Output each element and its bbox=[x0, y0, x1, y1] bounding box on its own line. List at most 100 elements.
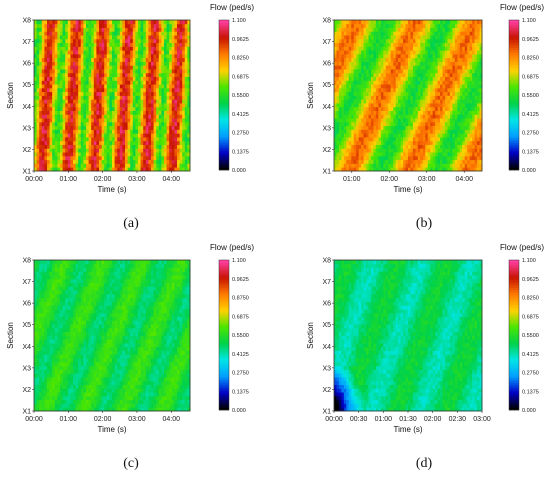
heatmap-cell bbox=[88, 50, 92, 55]
heatmap-cell bbox=[383, 129, 387, 134]
heatmap-cell bbox=[67, 99, 71, 104]
heatmap-cell bbox=[148, 159, 152, 164]
heatmap-cell bbox=[99, 20, 102, 25]
colorbar-swatch bbox=[219, 82, 229, 86]
heatmap-cell bbox=[143, 155, 147, 161]
heatmap-cell bbox=[143, 114, 147, 119]
heatmap-cell bbox=[106, 106, 110, 111]
heatmap-cell bbox=[60, 23, 63, 28]
heatmap-cell bbox=[93, 61, 97, 66]
heatmap-cell bbox=[385, 110, 389, 115]
heatmap-cell bbox=[106, 114, 110, 119]
heatmap-cell bbox=[358, 42, 362, 47]
heatmap-cell bbox=[469, 148, 473, 153]
heatmap-cell bbox=[351, 42, 355, 47]
heatmap-cell bbox=[373, 121, 377, 127]
heatmap-cell bbox=[65, 129, 69, 134]
colorbar-swatch bbox=[509, 87, 519, 91]
heatmap-cell bbox=[457, 152, 461, 157]
heatmap-cell bbox=[151, 133, 154, 138]
heatmap-cell bbox=[385, 118, 389, 123]
heatmap-cell bbox=[47, 95, 50, 100]
heatmap-cell bbox=[39, 91, 43, 96]
heatmap-cell bbox=[174, 133, 178, 138]
heatmap-cell bbox=[435, 27, 438, 32]
heatmap-cell bbox=[135, 167, 139, 172]
heatmap-cell bbox=[346, 84, 350, 89]
heatmap-cell bbox=[432, 80, 436, 85]
heatmap-cell bbox=[62, 110, 66, 115]
heatmap-cell bbox=[420, 46, 424, 51]
heatmap-cell bbox=[348, 87, 352, 93]
heatmap-cell bbox=[164, 20, 167, 25]
heatmap-cell bbox=[60, 99, 63, 104]
heatmap-cell bbox=[166, 118, 170, 123]
heatmap-cell bbox=[143, 137, 147, 142]
heatmap-cell bbox=[452, 167, 456, 172]
heatmap-cell bbox=[153, 46, 157, 51]
heatmap-cell bbox=[427, 46, 431, 51]
heatmap-cell bbox=[47, 57, 50, 62]
heatmap-cell bbox=[477, 144, 480, 149]
heatmap-cell bbox=[44, 103, 48, 108]
heatmap-cell bbox=[41, 114, 45, 119]
heatmap-cell bbox=[75, 144, 79, 149]
heatmap-cell bbox=[341, 106, 345, 111]
heatmap-cell bbox=[467, 159, 471, 164]
heatmap-cell bbox=[112, 27, 115, 32]
heatmap-cell bbox=[151, 144, 154, 149]
heatmap-cell bbox=[148, 23, 152, 28]
heatmap-cell bbox=[36, 103, 40, 108]
heatmap-cell bbox=[361, 50, 364, 55]
heatmap-cell bbox=[164, 163, 167, 168]
heatmap-cell bbox=[390, 159, 394, 164]
heatmap-cell bbox=[462, 163, 466, 168]
heatmap-cell bbox=[83, 53, 87, 59]
heatmap-cell bbox=[341, 72, 345, 78]
heatmap-cell bbox=[368, 61, 372, 66]
heatmap-cell bbox=[351, 84, 355, 89]
y-axis-label: Section bbox=[6, 82, 15, 109]
heatmap-cell bbox=[153, 118, 157, 123]
heatmap-cell bbox=[54, 27, 58, 32]
heatmap-cell bbox=[88, 99, 92, 104]
heatmap-cell bbox=[52, 61, 56, 66]
heatmap-cell bbox=[125, 65, 128, 70]
heatmap-cell bbox=[117, 103, 121, 108]
heatmap-cell bbox=[158, 99, 162, 104]
heatmap-cell bbox=[41, 95, 45, 100]
heatmap-cell bbox=[412, 91, 416, 96]
heatmap-cell bbox=[445, 106, 448, 111]
heatmap-cell bbox=[346, 125, 350, 130]
heatmap-cell bbox=[47, 125, 50, 130]
heatmap-cell bbox=[182, 152, 186, 157]
heatmap-cell bbox=[130, 125, 134, 130]
heatmap-cell bbox=[452, 69, 456, 74]
heatmap-cell bbox=[106, 53, 110, 59]
heatmap-cell bbox=[445, 31, 448, 36]
heatmap-cell bbox=[143, 148, 147, 153]
heatmap-cell bbox=[442, 133, 446, 138]
heatmap-cell bbox=[474, 159, 478, 164]
heatmap-cell bbox=[119, 167, 123, 172]
heatmap-cell bbox=[437, 129, 441, 134]
heatmap-cell bbox=[179, 91, 183, 96]
heatmap-cell bbox=[334, 129, 337, 134]
heatmap-cell bbox=[430, 110, 434, 115]
heatmap-cell bbox=[127, 110, 131, 115]
heatmap-cell bbox=[156, 50, 160, 55]
heatmap-cell bbox=[373, 87, 377, 93]
heatmap-cell bbox=[341, 80, 345, 85]
heatmap-cell bbox=[363, 23, 367, 28]
heatmap-cell bbox=[422, 106, 426, 111]
heatmap-cell bbox=[145, 53, 149, 59]
heatmap-cell bbox=[91, 46, 95, 51]
heatmap-cell bbox=[343, 118, 347, 123]
heatmap-cell bbox=[148, 53, 152, 59]
heatmap-cell bbox=[472, 57, 475, 62]
heatmap-cell bbox=[346, 121, 350, 127]
heatmap-cell bbox=[452, 27, 456, 32]
heatmap-cell bbox=[368, 69, 372, 74]
heatmap-cell bbox=[112, 69, 115, 74]
heatmap-cell bbox=[112, 57, 115, 62]
